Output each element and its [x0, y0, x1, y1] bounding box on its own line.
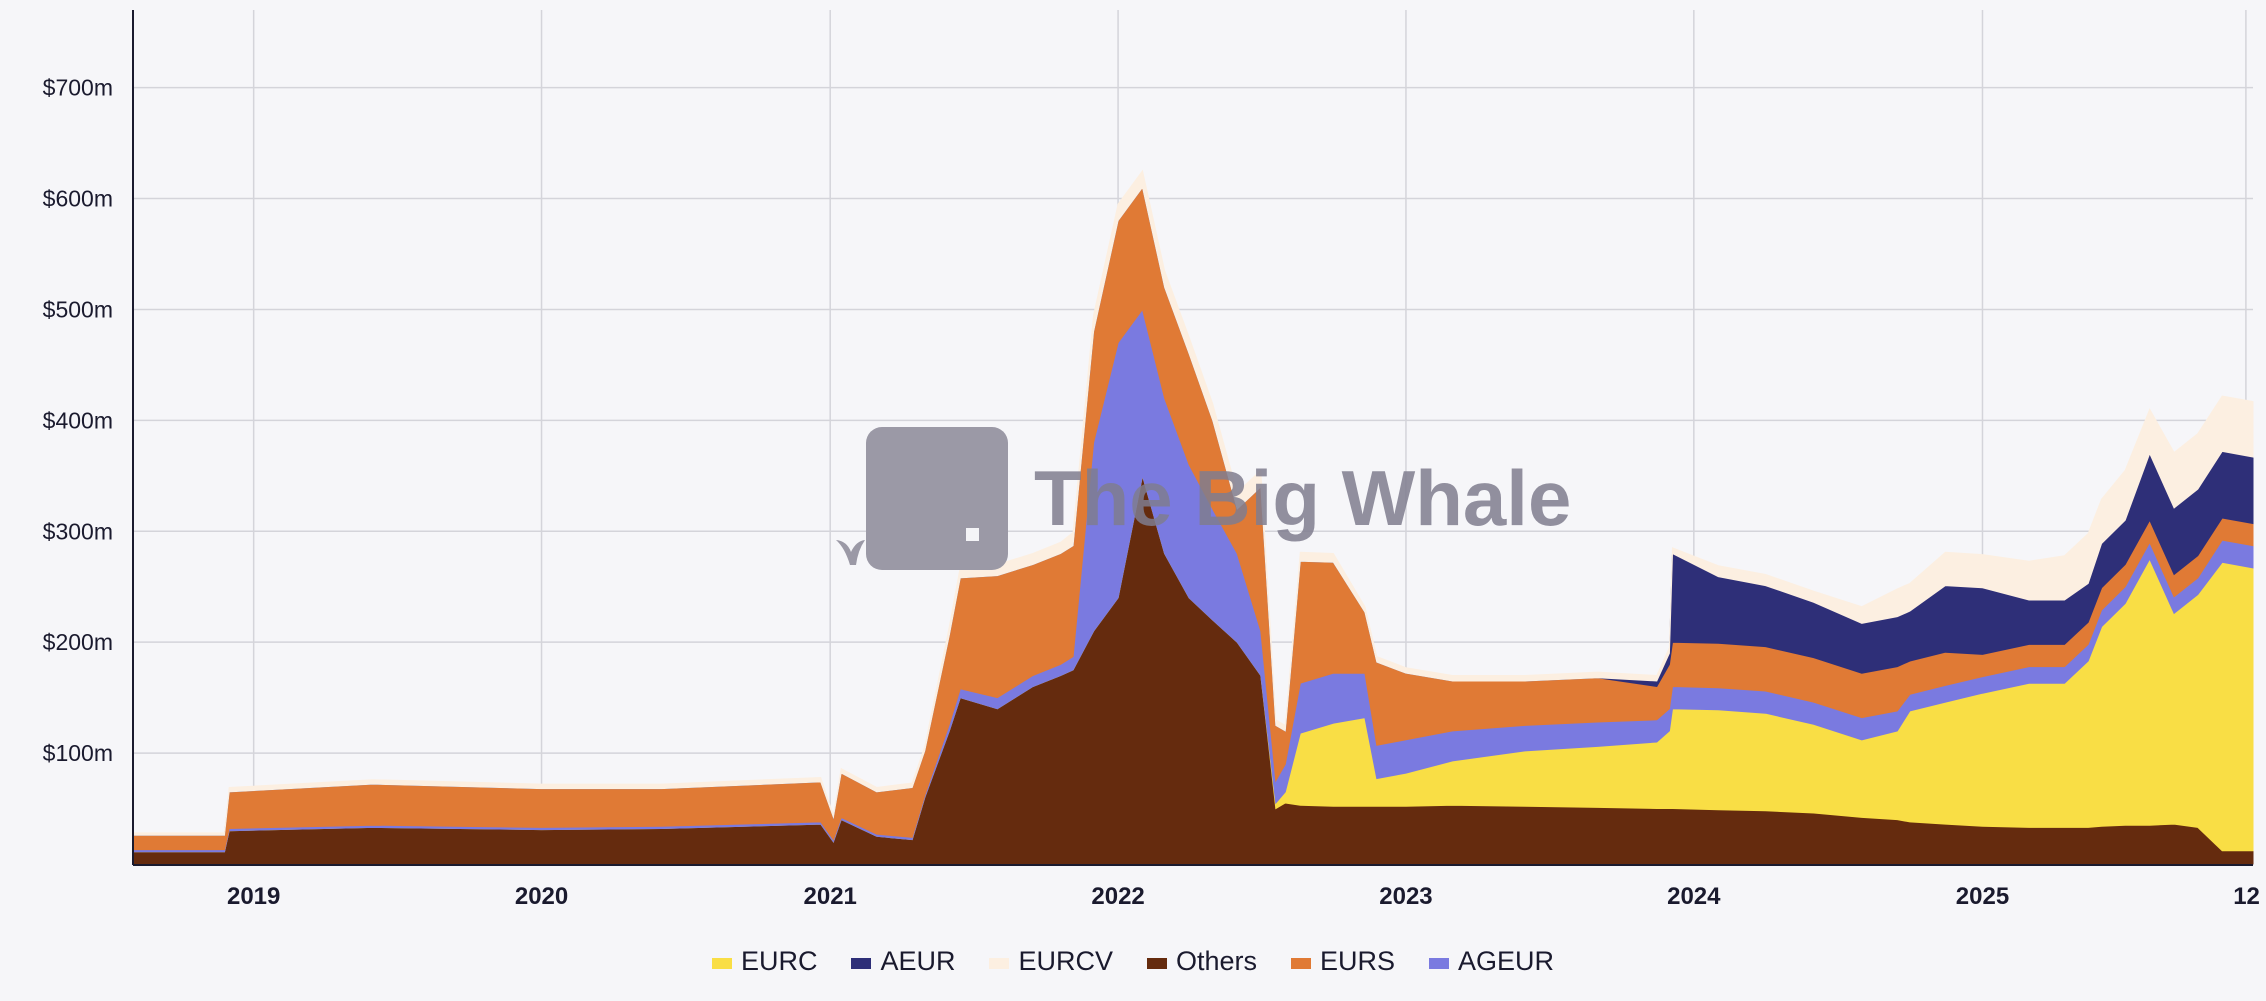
legend-label: Others	[1175, 946, 1258, 976]
x-tick-label: 12	[2233, 883, 2260, 910]
legend: EURC AEUR EURCV Others EURS AGEUR	[0, 946, 2266, 977]
legend-swatch	[1146, 958, 1167, 969]
legend-label: AEUR	[880, 946, 956, 976]
x-tick-label: 2020	[515, 883, 568, 910]
legend-swatch	[1291, 958, 1312, 969]
legend-item-others[interactable]: Others	[1146, 946, 1258, 977]
watermark-whale-icon	[866, 427, 1008, 570]
legend-item-aeur[interactable]: AEUR	[851, 946, 955, 977]
y-tick-label: $500m	[43, 296, 113, 322]
legend-label: EURCV	[1018, 946, 1113, 976]
x-tick-label: 2023	[1379, 883, 1432, 910]
stacked-area-chart: The Big Whale $100m$200m$300m$400m$500m$…	[43, 10, 2260, 910]
legend-item-eurcv[interactable]: EURCV	[989, 946, 1113, 977]
watermark-whale-eye	[966, 528, 979, 541]
y-tick-label: $600m	[43, 186, 113, 212]
legend-swatch	[989, 958, 1010, 969]
x-tick-label: 2022	[1091, 883, 1144, 910]
legend-label: EURS	[1320, 946, 1396, 976]
watermark-logo: The Big Whale	[836, 427, 1571, 570]
x-tick-label: 2021	[804, 883, 857, 910]
x-tick-label: 2025	[1956, 883, 2009, 910]
y-tick-label: $100m	[43, 740, 113, 766]
series-areas	[132, 169, 2254, 865]
legend-item-eurs[interactable]: EURS	[1291, 946, 1395, 977]
watermark-whale-tail	[836, 540, 865, 565]
legend-item-ageur[interactable]: AGEUR	[1429, 946, 1554, 977]
y-tick-label: $300m	[43, 518, 113, 544]
x-tick-label: 2019	[227, 883, 280, 910]
legend-label: EURC	[740, 946, 818, 976]
legend-swatch	[711, 958, 732, 969]
area-eurcv	[132, 169, 2254, 836]
legend-swatch	[1429, 958, 1450, 969]
legend-swatch	[851, 958, 872, 969]
y-tick-label: $400m	[43, 407, 113, 433]
x-tick-label: 2024	[1667, 883, 1721, 910]
y-tick-label: $200m	[43, 629, 113, 655]
watermark-text: The Big Whale	[1034, 454, 1571, 542]
axes: $100m $200m $300m $400m $500m $600m $700m 2019 2…	[43, 10, 2260, 910]
legend-label: AGEUR	[1458, 946, 1555, 976]
y-tick-label: $700m	[43, 75, 113, 101]
legend-item-eurc[interactable]: EURC	[711, 946, 818, 977]
